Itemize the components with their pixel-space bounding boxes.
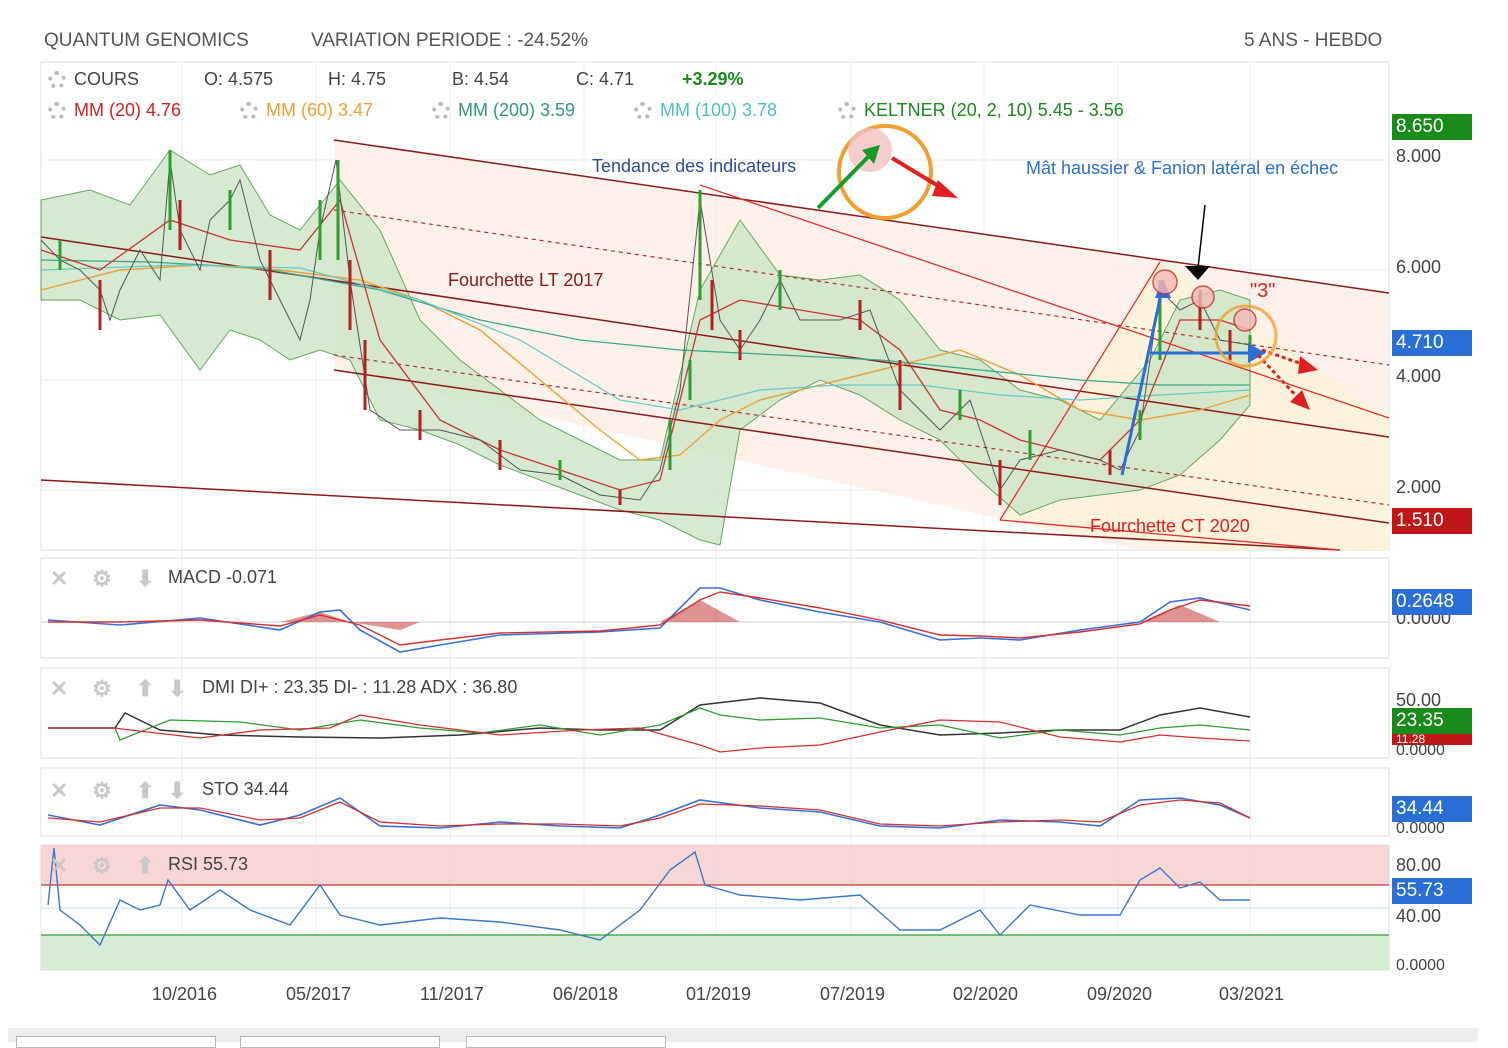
mast-arrow [1120,284,1165,476]
legend-mm20: MM (20) 4.76 [48,100,181,121]
gear-icon[interactable] [48,102,66,121]
badge-rsi: 55.73 [1392,878,1472,904]
open-value: O: 4.575 [204,69,274,89]
dmi-tick-top: 50.00 [1396,690,1442,710]
arrow-down-icon[interactable]: ⬇ [136,566,155,591]
arrow-down-icon[interactable]: ⬇ [168,676,187,701]
x-tick-label: 06/2018 [553,984,619,1004]
price-tick: 6.000 [1396,257,1442,277]
gear-icon[interactable] [634,102,652,121]
high-value: H: 4.75 [328,69,387,89]
macd-signal [48,591,1251,646]
gear-icon[interactable]: ⚙ [92,676,112,701]
period-variation: VARIATION PERIODE : -24.52% [311,30,588,51]
x-tick-label: 10/2016 [152,984,218,1004]
arrow-up-icon[interactable]: ⬆ [136,853,155,878]
arrow-up-icon[interactable]: ⬆ [136,778,155,803]
sto-d-line [47,799,1251,827]
x-tick-label: 07/2019 [820,984,886,1004]
period-selector[interactable]: 5 ANS - HEBDO [1244,30,1383,51]
badge-macd: 0.2648 [1392,589,1472,615]
adx-line [48,697,1251,739]
footer-tab[interactable] [240,1036,440,1048]
badge-high: 8.650 [1392,114,1472,140]
badge-low: 1.510 [1392,508,1472,534]
dmi-label: DMI DI+ : 23.35 DI- : 11.28 ADX : 36.80 [202,677,518,697]
badge-dmi-minus: 11.28 [1392,733,1472,745]
ct-channel-lines [699,184,1390,551]
rsi-tick-bottom: 0.0000 [1396,957,1445,974]
mast-pointer [1197,204,1206,269]
gear-icon[interactable] [240,102,258,121]
close-icon[interactable]: ✕ [50,778,69,803]
annotation-ct: Fourchette CT 2020 [1090,516,1250,536]
lt-channel-midlines [333,209,1390,506]
x-tick-label: 03/2021 [1219,984,1285,1004]
price-tick: 4.000 [1396,366,1442,386]
change-value: +3.29% [682,69,744,89]
legend-mm60: MM (60) 3.47 [240,100,373,121]
x-tick-label: 05/2017 [286,984,352,1004]
arrow-down-icon[interactable]: ⬇ [168,778,187,803]
gear-icon[interactable] [48,71,66,90]
sto-label: STO 34.44 [202,779,289,799]
badge-sto: 34.44 [1392,796,1472,822]
rsi-tick-top: 80.00 [1396,855,1442,875]
rsi-line [47,847,1250,947]
macd-label: MACD -0.071 [168,567,278,587]
x-tick-label: 01/2019 [686,984,752,1004]
annotation-mast: Mât haussier & Fanion latéral en échec [1026,158,1339,178]
macd-panel-frame [40,557,1390,659]
legend-keltner: KELTNER (20, 2, 10) 5.45 - 3.56 [838,100,1124,121]
badge-dmi-plus: 23.35 [1392,708,1472,734]
annotation-three: "3" [1250,280,1276,302]
price-tick: 8.000 [1396,146,1442,166]
x-tick-label: 09/2020 [1087,984,1153,1004]
indicators-circle [837,124,933,220]
mm100-line [40,264,1251,411]
footer-tab[interactable] [16,1036,216,1048]
close-icon[interactable]: ✕ [50,566,69,591]
footer-bar [8,1028,1478,1042]
gear-icon[interactable]: ⚙ [92,566,112,591]
legend-mm100: MM (100) 3.78 [634,100,777,121]
mm200-line [40,259,1250,386]
arrow-up-icon[interactable]: ⬆ [136,676,155,701]
macd-line [47,587,1251,653]
di-plus-line [48,707,1251,741]
x-tick-label: 11/2017 [420,984,484,1004]
close-value: C: 4.71 [576,69,635,89]
gear-icon[interactable]: ⚙ [92,778,112,803]
gear-icon[interactable] [432,102,450,121]
stock-name: QUANTUM GENOMICS [44,30,249,51]
close-icon[interactable]: ✕ [50,853,69,878]
rsi-overbought-zone [41,845,1389,885]
gear-icon[interactable] [838,102,856,121]
rsi-oversold-zone [41,935,1389,970]
sto-k-line [47,797,1251,829]
x-tick-label: 02/2020 [953,984,1019,1004]
sto-tick: 0.0000 [1396,820,1445,837]
legend-cours-row: COURS [48,69,139,90]
footer-tab[interactable] [466,1036,666,1048]
badge-last: 4.710 [1392,330,1472,356]
close-icon[interactable]: ✕ [50,676,69,701]
cours-label: COURS [74,69,140,89]
di-minus-line [48,714,1251,753]
annotation-indicators: Tendance des indicateurs [592,156,797,176]
rsi-tick-mid: 40.00 [1396,906,1442,926]
low-value: B: 4.54 [452,69,510,89]
rsi-label: RSI 55.73 [168,854,249,874]
gear-icon[interactable]: ⚙ [92,853,112,878]
keltner-band [40,149,1251,546]
price-tick: 2.000 [1396,477,1442,497]
annotation-lt: Fourchette LT 2017 [448,270,604,290]
dmi-tick-bottom: 0.0000 [1396,742,1445,759]
legend-mm200: MM (200) 3.59 [432,100,575,121]
